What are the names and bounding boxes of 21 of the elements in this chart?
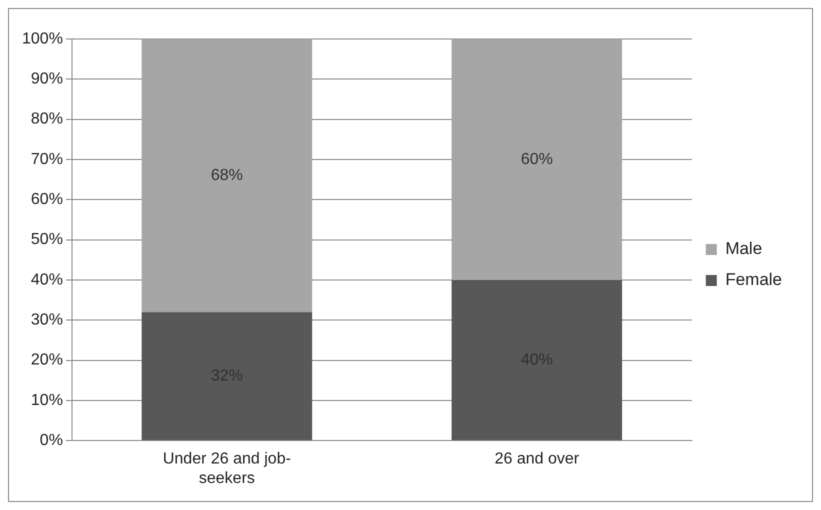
y-tick-label: 30% bbox=[30, 312, 63, 329]
y-tick-label: 80% bbox=[30, 110, 63, 128]
y-tick-label: 100% bbox=[22, 30, 63, 48]
y-tick-label: 60% bbox=[30, 191, 63, 208]
y-tick-label: 10% bbox=[30, 392, 63, 409]
x-tick-label: Under 26 and job-seekers bbox=[162, 450, 291, 487]
data-label: 68% bbox=[210, 166, 243, 184]
bar bbox=[142, 312, 312, 440]
bar bbox=[452, 39, 622, 280]
y-tick-label: 70% bbox=[30, 150, 63, 168]
bar bbox=[452, 280, 622, 440]
y-tick-label: 0% bbox=[40, 432, 63, 450]
y-tick-label: 90% bbox=[30, 70, 63, 88]
data-label: 60% bbox=[520, 150, 553, 168]
legend-label: Female bbox=[725, 270, 782, 290]
bar bbox=[142, 39, 312, 312]
x-tick-label: 26 and over bbox=[494, 450, 580, 468]
y-tick-label: 40% bbox=[30, 271, 63, 288]
y-tick-label: 20% bbox=[30, 352, 63, 369]
legend-label: Male bbox=[725, 239, 762, 258]
y-tick-label: 50% bbox=[30, 231, 63, 248]
